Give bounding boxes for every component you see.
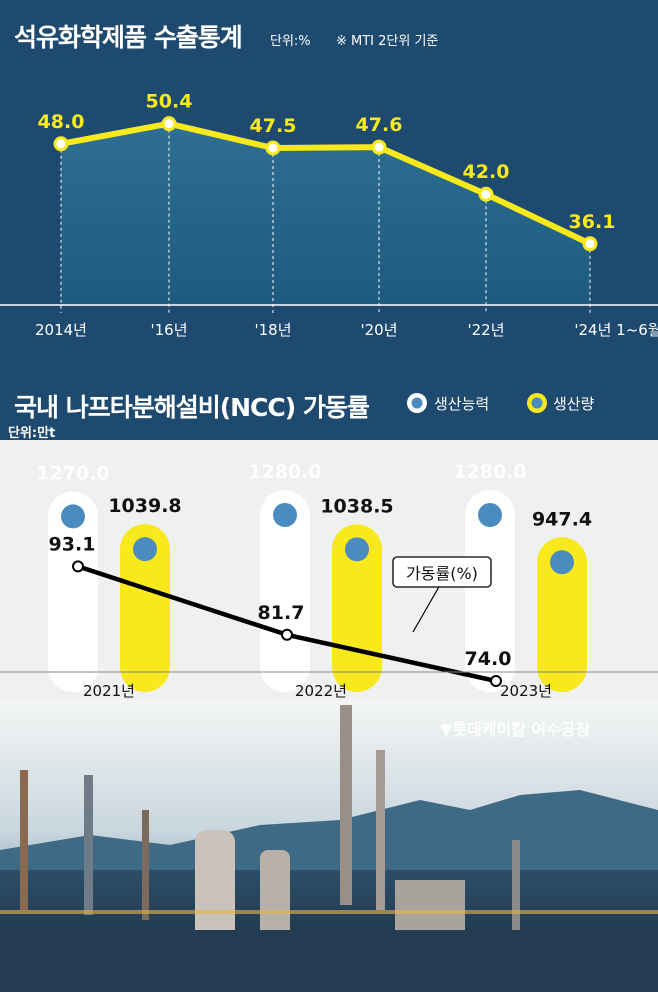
rate-value-label: 93.1	[49, 533, 96, 555]
export-x-tick-label: '22년	[467, 321, 504, 339]
photo-stack-3	[142, 810, 149, 920]
ncc-bars: 1270.0 1039.8 1280.0 1038.5 1280.0 947.4	[36, 461, 592, 692]
export-point	[371, 139, 387, 155]
photo-stack-4	[340, 705, 352, 905]
rate-value-label: 81.7	[258, 602, 305, 624]
legend-production: 생산량	[527, 393, 595, 413]
ncc-year-labels: 2021년 2022년 2023년	[83, 682, 552, 700]
export-value-label: 50.4	[146, 91, 193, 113]
bar-dot	[61, 504, 85, 529]
export-series-line	[60, 120, 592, 247]
export-value-label: 36.1	[569, 211, 616, 233]
export-point	[265, 140, 281, 156]
photo-stack-1	[20, 770, 28, 910]
utilization-rate-points: 93.1 81.7 74.0	[49, 533, 512, 687]
rate-point	[281, 628, 293, 641]
ncc-chart-unit: 단위:만t	[8, 425, 55, 441]
export-value-label: 42.0	[463, 161, 510, 183]
export-guide-lines	[60, 123, 591, 313]
ncc-year-label: 2023년	[500, 682, 552, 700]
bar-dot	[273, 503, 297, 527]
production-value-label: 1039.8	[108, 495, 181, 517]
bar-dot	[550, 550, 574, 575]
photo-stack-6	[512, 840, 520, 930]
rate-callout-label: 가동률(%)	[406, 564, 478, 583]
photo-stack-2	[84, 775, 93, 915]
export-value-label: 47.6	[356, 114, 403, 136]
production-bar	[537, 537, 587, 692]
ncc-year-label: 2022년	[295, 682, 347, 700]
rate-value-label: 74.0	[465, 648, 512, 670]
production-value-label: 947.4	[532, 508, 592, 530]
ncc-title-band	[0, 380, 658, 440]
bar-dot	[345, 537, 369, 562]
export-data-points: 48.0 50.4 47.5 47.6 42.0 36.1	[38, 91, 616, 252]
export-x-tick-label: '18년	[254, 321, 291, 339]
export-point	[478, 186, 494, 202]
production-bar	[120, 524, 170, 692]
bar-dot	[133, 537, 157, 562]
rate-callout: 가동률(%)	[392, 556, 492, 633]
ncc-year-label: 2021년	[83, 682, 135, 700]
factory-photo	[0, 700, 658, 992]
export-x-tick-label: 2014년	[35, 321, 87, 339]
ncc-chart-title: 국내 나프타분해설비(NCC) 가동률	[14, 393, 370, 422]
photo-tower-1	[195, 830, 235, 960]
export-area-fill	[61, 123, 590, 305]
legend-capacity-dot	[411, 397, 423, 409]
rate-callout-box	[392, 556, 492, 588]
bar-dot	[478, 503, 502, 527]
photo-lights	[0, 910, 658, 914]
capacity-value-label: 1280.0	[248, 461, 321, 483]
export-point	[582, 236, 598, 252]
legend-production-dot	[531, 397, 543, 409]
capacity-bar	[465, 490, 515, 692]
legend-capacity-label: 생산능력	[434, 395, 489, 413]
export-x-tick-label: '24년 1~6월	[574, 321, 658, 339]
export-point	[53, 136, 69, 152]
export-x-tick-label: '20년	[360, 321, 397, 339]
photo-caption: ▼롯데케미칼 여수공장	[440, 720, 591, 739]
legend-capacity: 생산능력	[407, 393, 489, 413]
rate-callout-pointer	[412, 584, 441, 633]
export-chart-title: 석유화학제품 수출통계	[14, 23, 242, 52]
export-chart-note: ※ MTI 2단위 기준	[336, 34, 438, 49]
rate-point	[490, 675, 502, 687]
capacity-bar	[260, 490, 310, 692]
capacity-bar	[48, 491, 98, 692]
legend-production-label: 생산량	[553, 395, 595, 413]
rate-point	[72, 560, 84, 573]
photo-foreground	[0, 930, 658, 992]
production-value-label: 1038.5	[320, 495, 393, 517]
export-chart-unit: 단위:%	[270, 34, 311, 49]
capacity-value-label: 1280.0	[453, 461, 526, 483]
export-x-tick-label: '16년	[150, 321, 187, 339]
export-point	[161, 116, 177, 132]
capacity-value-label: 1270.0	[36, 462, 109, 484]
photo-stack-5	[376, 750, 385, 910]
export-value-label: 47.5	[250, 115, 297, 137]
export-value-label: 48.0	[38, 111, 85, 133]
production-bar	[332, 524, 382, 692]
